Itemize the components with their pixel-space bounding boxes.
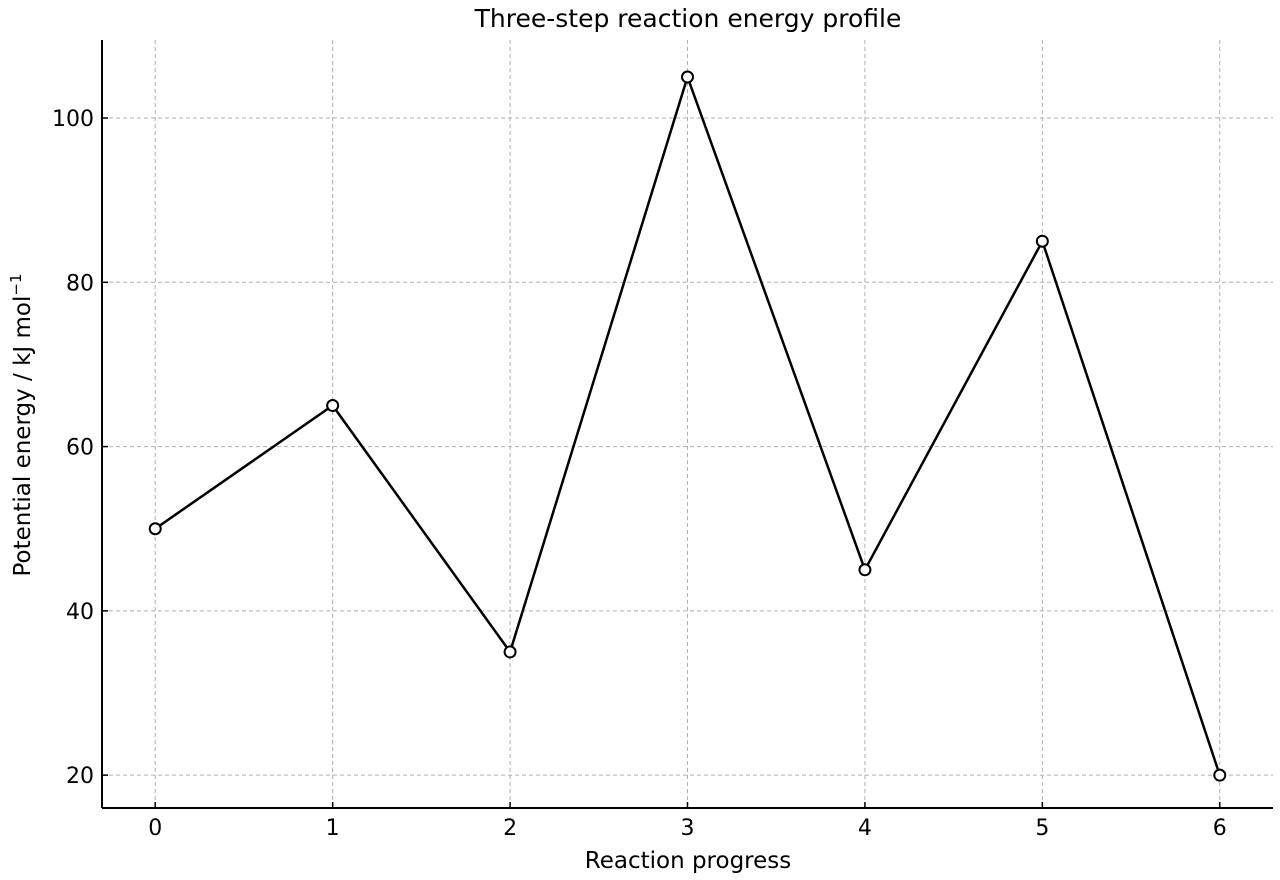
x-tick-label: 0 xyxy=(148,816,162,841)
x-tick-label: 3 xyxy=(681,816,695,841)
x-tick-label: 5 xyxy=(1035,816,1049,841)
data-point xyxy=(148,522,162,536)
y-axis-label-superscript: −1 xyxy=(7,274,25,296)
data-point xyxy=(503,645,517,659)
x-axis-label: Reaction progress xyxy=(585,848,792,874)
y-axis-label: Potential energy / kJ mol−1 xyxy=(7,274,36,577)
y-tick-label: 80 xyxy=(66,271,94,296)
y-tick-label: 100 xyxy=(52,107,94,132)
y-axis-ticks: 20 40 60 80 100 xyxy=(52,107,108,789)
y-tick-label: 60 xyxy=(66,436,94,461)
y-tick-label: 40 xyxy=(66,600,94,625)
x-tick-label: 1 xyxy=(326,816,340,841)
grid xyxy=(102,40,1273,808)
data-point xyxy=(326,399,340,413)
data-points xyxy=(148,70,1227,782)
chart-title: Three-step reaction energy profile xyxy=(474,4,902,33)
x-axis-ticks: 0 1 2 3 4 5 6 xyxy=(148,802,1227,841)
x-tick-label: 6 xyxy=(1213,816,1227,841)
y-tick-label: 20 xyxy=(66,764,94,789)
x-tick-label: 2 xyxy=(503,816,517,841)
y-axis-label-main: Potential energy / kJ mol xyxy=(10,296,36,577)
data-point xyxy=(681,70,694,84)
data-point xyxy=(1213,768,1227,782)
x-tick-label: 4 xyxy=(858,816,872,841)
data-point xyxy=(1035,234,1049,248)
data-point xyxy=(858,563,872,577)
